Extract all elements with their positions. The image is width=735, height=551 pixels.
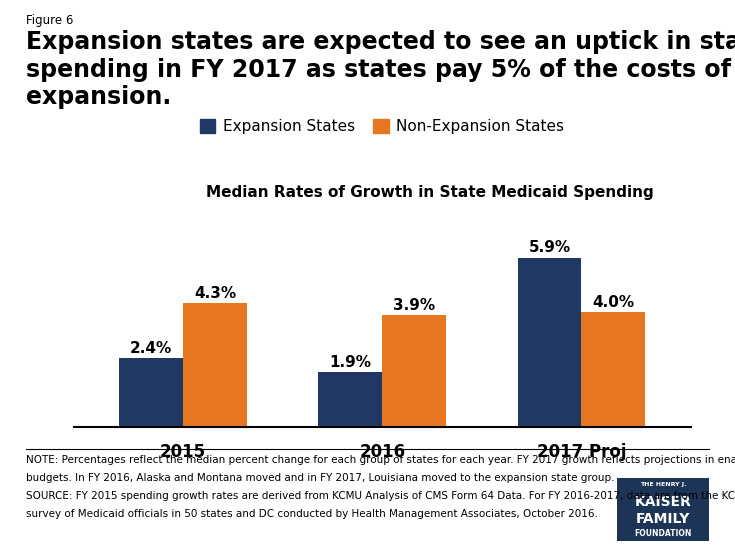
Text: 5.9%: 5.9%: [528, 240, 570, 255]
Text: NOTE: Percentages reflect the median percent change for each group of states for: NOTE: Percentages reflect the median per…: [26, 455, 735, 464]
Text: THE HENRY J.: THE HENRY J.: [640, 482, 686, 487]
Text: SOURCE: FY 2015 spending growth rates are derived from KCMU Analysis of CMS Form: SOURCE: FY 2015 spending growth rates ar…: [26, 491, 735, 501]
Bar: [119, 358, 183, 427]
Text: Expansion states are expected to see an uptick in state Medicaid: Expansion states are expected to see an …: [26, 30, 735, 55]
Text: 2.4%: 2.4%: [130, 341, 172, 356]
Text: expansion.: expansion.: [26, 85, 171, 110]
Text: 1.9%: 1.9%: [329, 355, 371, 370]
Text: 4.0%: 4.0%: [592, 295, 634, 310]
Text: budgets. In FY 2016, Alaska and Montana moved and in FY 2017, Louisiana moved to: budgets. In FY 2016, Alaska and Montana …: [26, 473, 614, 483]
Text: FOUNDATION: FOUNDATION: [634, 529, 692, 538]
Text: 3.9%: 3.9%: [393, 298, 435, 312]
Text: FAMILY: FAMILY: [637, 512, 690, 526]
Text: survey of Medicaid officials in 50 states and DC conducted by Health Management : survey of Medicaid officials in 50 state…: [26, 509, 598, 519]
Bar: [183, 304, 247, 427]
Text: KAISER: KAISER: [635, 495, 692, 509]
Text: spending in FY 2017 as states pay 5% of the costs of the ACA: spending in FY 2017 as states pay 5% of …: [26, 58, 735, 82]
Legend: Expansion States, Non-Expansion States: Expansion States, Non-Expansion States: [194, 113, 570, 140]
Text: 4.3%: 4.3%: [194, 286, 236, 301]
Text: Median Rates of Growth in State Medicaid Spending: Median Rates of Growth in State Medicaid…: [206, 185, 653, 199]
Bar: [581, 312, 645, 427]
Bar: [318, 372, 382, 427]
Bar: [382, 315, 446, 427]
Bar: [517, 257, 581, 427]
Text: Figure 6: Figure 6: [26, 14, 73, 27]
